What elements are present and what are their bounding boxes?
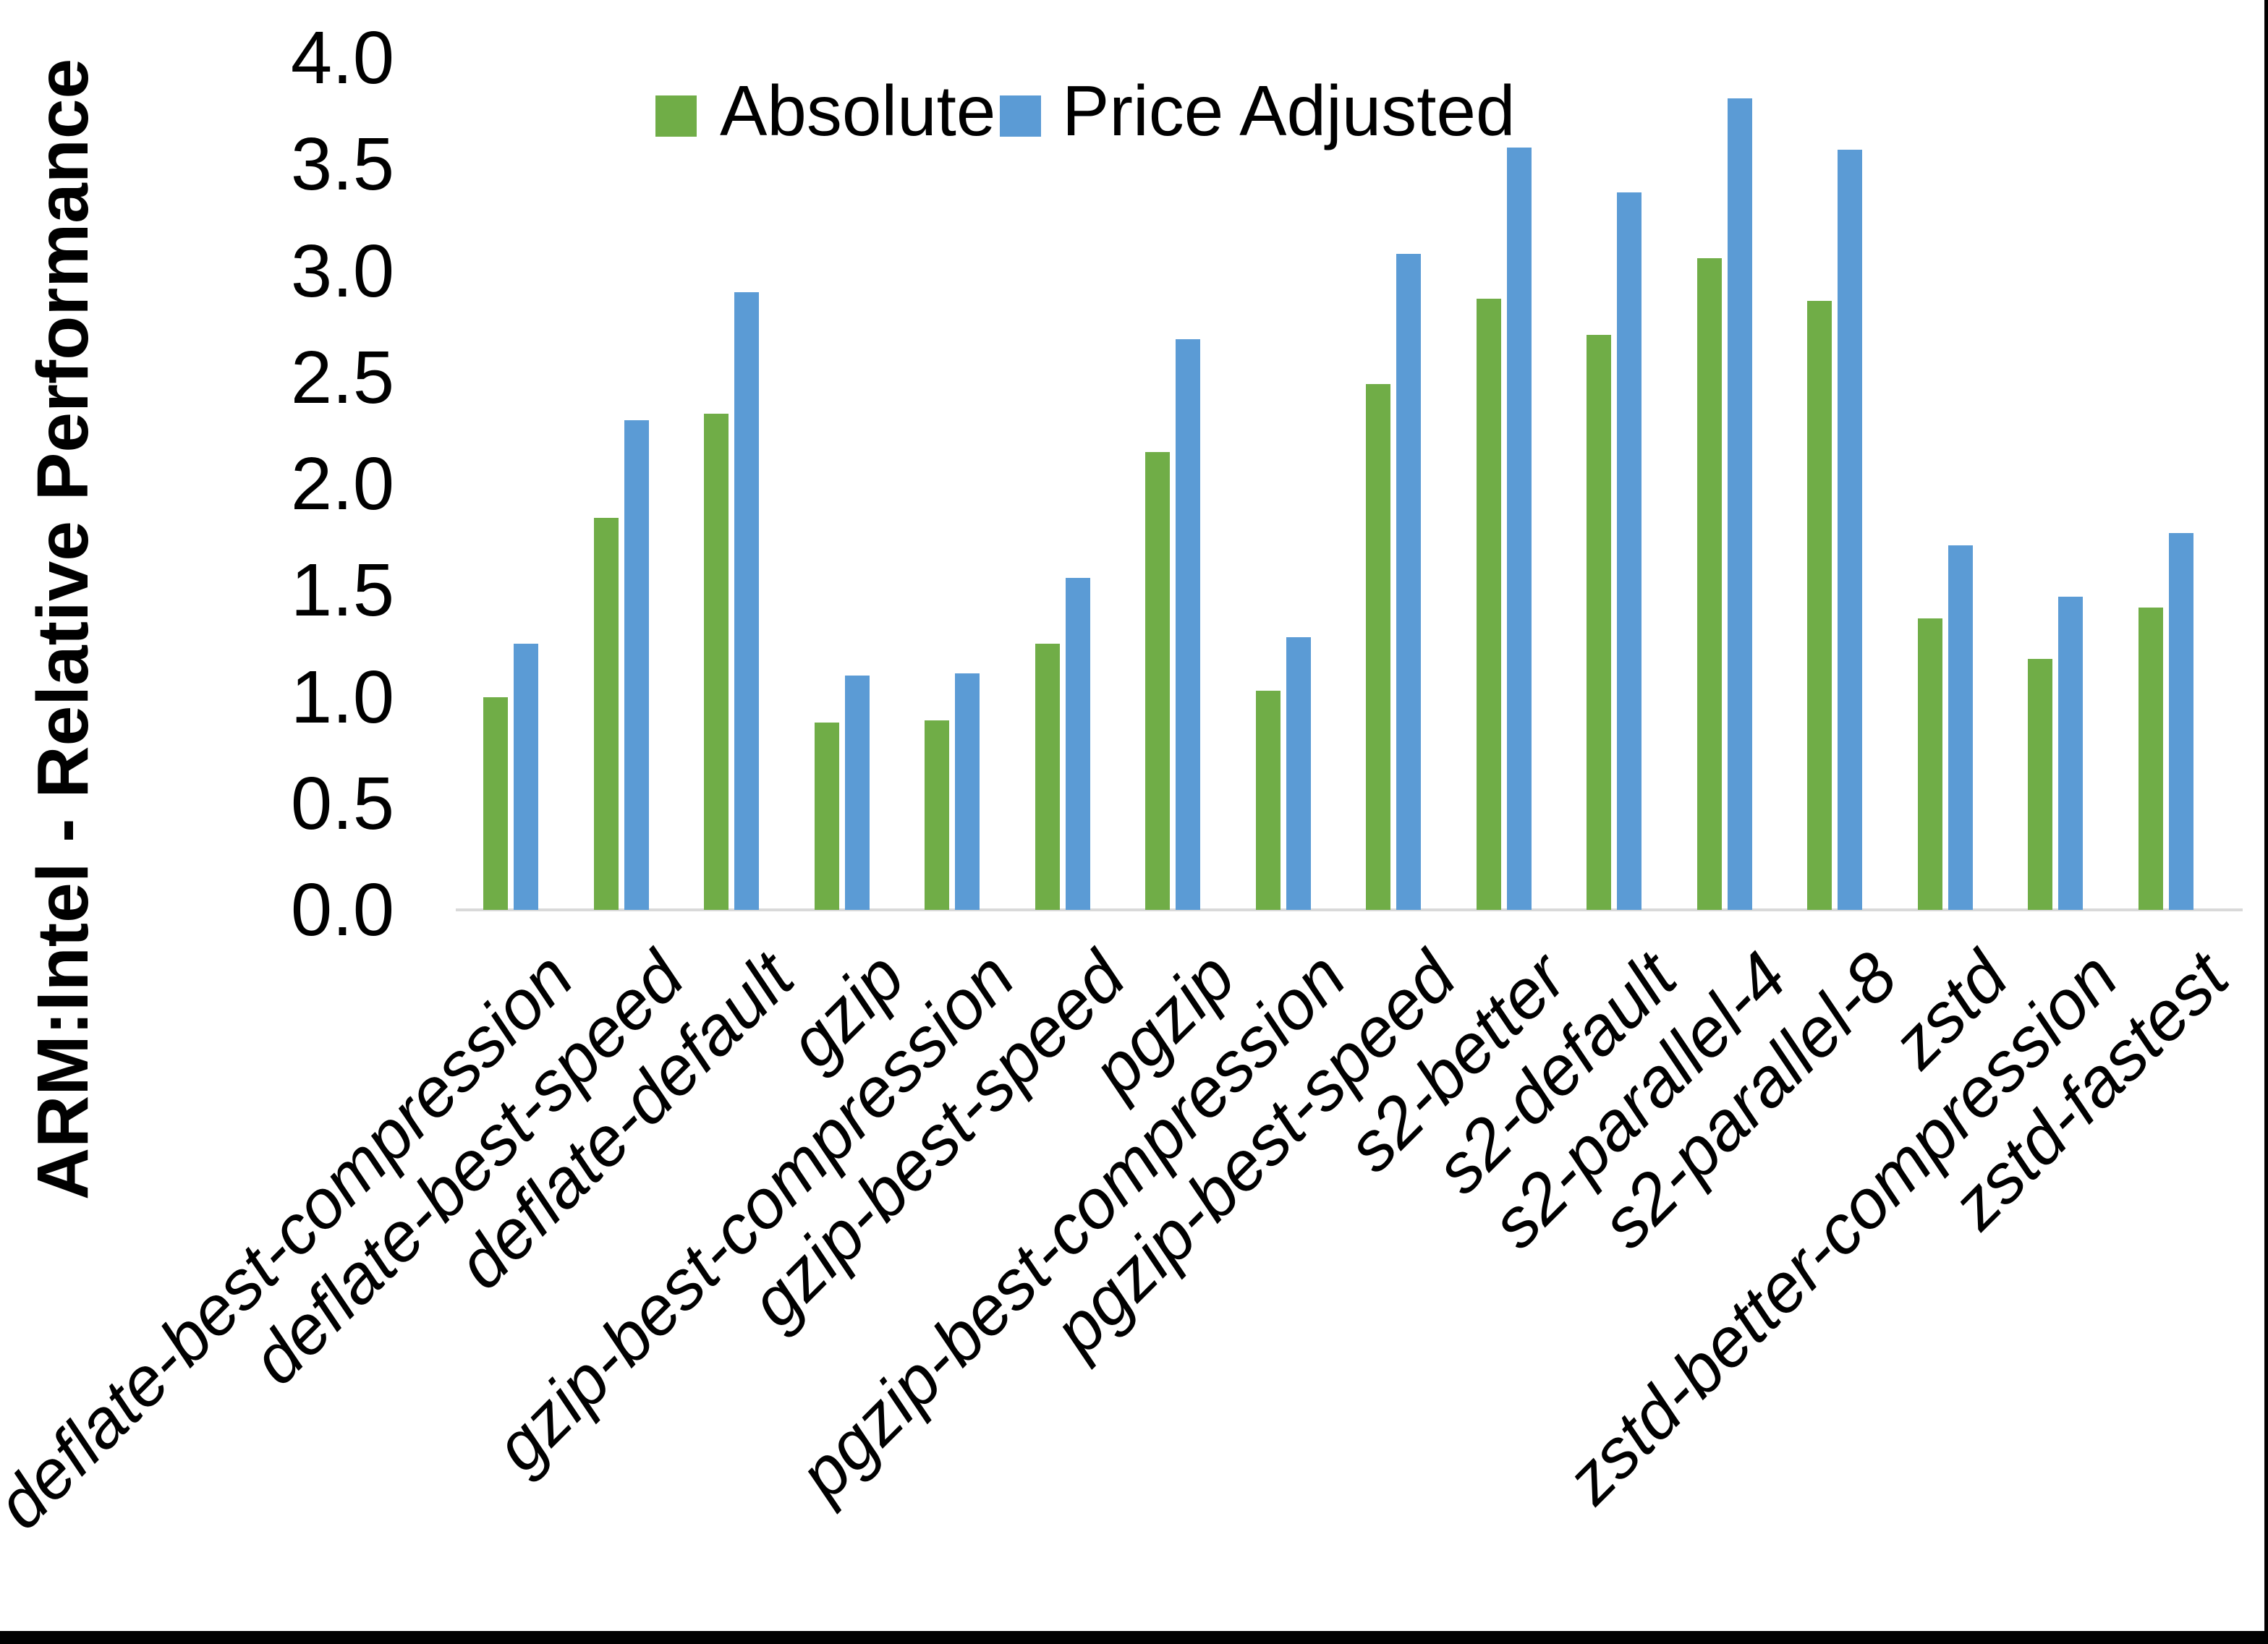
y-tick-label-3.0: 3.0 <box>290 229 394 312</box>
y-tick-label-0.5: 0.5 <box>290 761 394 845</box>
y-tick-label-2.5: 2.5 <box>290 335 394 419</box>
bar-price-adjusted-gzip-best-speed <box>1065 577 1090 910</box>
bar-price-adjusted-zstd-better-compression <box>2058 597 2083 910</box>
bar-price-adjusted-zstd <box>1948 545 1973 910</box>
bar-absolute-deflate-best-speed <box>593 518 619 910</box>
bar-price-adjusted-s2-default <box>1617 192 1641 910</box>
bar-price-adjusted-s2-parallel-4 <box>1727 98 1752 910</box>
bar-price-adjusted-pgzip <box>1176 338 1200 910</box>
bar-price-adjusted-s2-parallel-8 <box>1838 149 1862 910</box>
y-tick-label-3.5: 3.5 <box>290 122 394 206</box>
legend-label-absolute: Absolute <box>720 71 996 150</box>
bar-absolute-s2-better <box>1476 298 1501 910</box>
bar-absolute-gzip-best-speed <box>1035 643 1060 910</box>
x-axis-line <box>456 908 2243 911</box>
bar-absolute-s2-default <box>1587 334 1611 910</box>
y-tick-label-1.0: 1.0 <box>290 655 394 738</box>
bar-absolute-zstd-better-compression <box>2028 658 2052 910</box>
screenshot-bottom-border <box>0 1631 2268 1644</box>
bar-price-adjusted-pgzip-best-speed <box>1396 253 1421 910</box>
bar-price-adjusted-deflate-best-speed <box>624 419 649 910</box>
bar-absolute-pgzip-best-compression <box>1255 690 1280 910</box>
y-tick-label-1.5: 1.5 <box>290 548 394 632</box>
bar-price-adjusted-pgzip-best-compression <box>1286 637 1311 910</box>
bar-absolute-zstd <box>1917 618 1942 910</box>
bar-price-adjusted-gzip-best-compression <box>955 673 980 910</box>
bar-price-adjusted-deflate-best-compression <box>514 643 538 910</box>
bar-absolute-gzip <box>814 722 839 910</box>
screenshot-right-border <box>2264 0 2268 1644</box>
bar-absolute-zstd-fastest <box>2138 607 2163 910</box>
bar-absolute-deflate-default <box>704 413 729 910</box>
y-tick-label-4.0: 4.0 <box>290 16 394 99</box>
bar-absolute-pgzip <box>1145 451 1170 910</box>
legend-label-price-adjusted: Price Adjusted <box>1062 71 1516 150</box>
bar-price-adjusted-zstd-fastest <box>2168 532 2193 910</box>
y-tick-label-2.0: 2.0 <box>290 442 394 525</box>
y-axis-title: ARM:Intel - Relative Performance <box>22 58 103 1201</box>
bar-absolute-deflate-best-compression <box>483 697 508 910</box>
bar-price-adjusted-s2-better <box>1506 147 1532 910</box>
plot-area <box>456 0 2243 911</box>
bar-absolute-gzip-best-compression <box>925 720 949 910</box>
bar-price-adjusted-deflate-default <box>734 291 759 910</box>
bar-price-adjusted-gzip <box>844 676 870 910</box>
legend-swatch-absolute <box>655 95 697 137</box>
bar-absolute-pgzip-best-speed <box>1366 383 1390 910</box>
bar-absolute-s2-parallel-8 <box>1807 300 1832 910</box>
legend-swatch-price-adjusted <box>1000 95 1041 137</box>
bar-absolute-s2-parallel-4 <box>1696 257 1722 910</box>
y-tick-label-0.0: 0.0 <box>290 868 394 951</box>
